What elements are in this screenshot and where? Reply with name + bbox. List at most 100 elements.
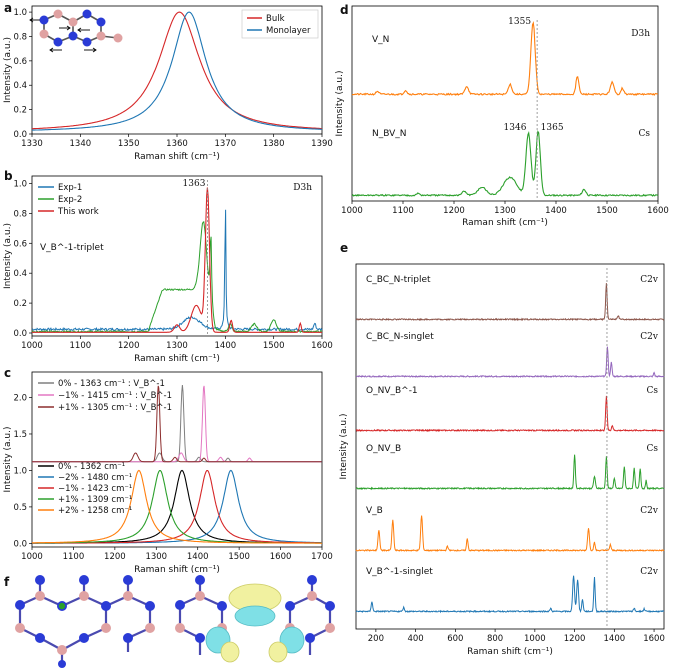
x-tick-label: 1400: [545, 206, 567, 216]
series-label-e-4: V_B: [366, 506, 383, 516]
legend-label: 0% - 1363 cm⁻¹ : V_B^-1: [58, 379, 165, 389]
panel-label-a: a: [4, 1, 12, 15]
peak-annotation: 1363: [183, 179, 206, 189]
y-tick-label: 1.0: [13, 8, 27, 18]
x-tick-label: 1100: [63, 552, 85, 562]
symmetry-label: C2v: [640, 275, 659, 285]
x-tick-label: 1600: [647, 206, 669, 216]
x-tick-label: 200: [368, 634, 384, 644]
y-tick-label: 0.8: [13, 32, 27, 42]
y-tick-label: 0.2: [13, 106, 27, 116]
x-tick-label: 1000: [524, 634, 546, 644]
legend-label: This work: [57, 207, 99, 217]
peak-annotation: 1355: [508, 17, 531, 27]
x-tick-label: 1200: [104, 552, 126, 562]
series-line-vn: [351, 20, 659, 96]
x-tick-label: 1600: [643, 634, 665, 644]
defect-label: V_B^-1-triplet: [40, 243, 104, 253]
x-tick-label: 1500: [263, 341, 285, 351]
legend-label: −1% - 1415 cm⁻¹ : V_B^-1: [58, 391, 172, 401]
series-label-e-5: V_B^-1-singlet: [366, 567, 433, 577]
series-line-nbvn: [351, 130, 659, 198]
series-label-vn: V_N: [372, 35, 389, 45]
x-tick-label: 1300: [494, 206, 516, 216]
series-label-nbvn: N_BV_N: [372, 129, 407, 139]
x-tick-label: 1330: [21, 139, 43, 149]
y-axis-label: Intensity (a.u.): [335, 71, 345, 137]
legend-label: 0% - 1362 cm⁻¹: [58, 462, 125, 472]
x-tick-label: 1100: [392, 206, 414, 216]
legend-label: Exp-2: [58, 195, 82, 205]
x-tick-label: 1340: [70, 139, 92, 149]
y-tick-label: 0.4: [13, 81, 27, 91]
x-tick-label: 1500: [596, 206, 618, 216]
x-axis-label: Raman shift (cm⁻¹): [134, 565, 220, 575]
x-tick-label: 1700: [311, 552, 333, 562]
x-tick-label: 400: [407, 634, 423, 644]
y-axis-label: Intensity (a.u.): [3, 37, 13, 103]
panel-label-b: b: [4, 169, 13, 183]
symmetry-label: Cs: [646, 444, 658, 454]
x-axis-label: Raman shift (cm⁻¹): [462, 218, 548, 228]
x-tick-label: 1380: [263, 139, 285, 149]
series-label-e-1: C_BC_N-singlet: [366, 332, 434, 342]
symmetry-label: Cs: [646, 386, 658, 396]
panel-label-c: c: [4, 366, 11, 380]
y-axis-label: Intensity (a.u.): [3, 427, 13, 493]
symmetry-label: D3h: [293, 183, 312, 193]
legend-label: Bulk: [266, 14, 285, 24]
legend-label: −2% - 1480 cm⁻¹: [58, 473, 132, 483]
y-tick-label: 0.8: [13, 209, 27, 219]
x-tick-label: 1300: [145, 552, 167, 562]
y-tick-label: 0.0: [13, 539, 27, 549]
y-tick-label: 0.4: [13, 269, 27, 279]
y-tick-label: 0.2: [13, 299, 27, 309]
series-line-e-2: [355, 395, 665, 433]
y-tick-label: 0.6: [13, 239, 27, 249]
x-tick-label: 1500: [228, 552, 250, 562]
peak-annotation: 1365: [541, 123, 564, 133]
x-tick-label: 1200: [118, 341, 140, 351]
series-line-e-4: [355, 515, 665, 553]
legend-label: +1% - 1309 cm⁻¹: [58, 495, 132, 505]
x-tick-label: 1400: [215, 341, 237, 351]
x-axis-label: Raman shift (cm⁻¹): [134, 354, 220, 364]
panel-label-f: f: [4, 575, 10, 589]
y-tick-label: 0.0: [13, 329, 27, 339]
x-tick-label: 1000: [21, 341, 43, 351]
x-axis-label: Raman shift (cm⁻¹): [467, 647, 553, 657]
series-line-lower-4: [32, 469, 322, 544]
defect-structure-f: [15, 575, 335, 668]
y-tick-label: 0.0: [13, 130, 27, 140]
x-tick-label: 1400: [604, 634, 626, 644]
x-tick-label: 1200: [443, 206, 465, 216]
panel-c: 1000 1100 1200 1300 1400 1500 1600 1700 0.0 0.5 1.…: [3, 371, 333, 575]
legend-label: +2% - 1258 cm⁻¹: [58, 506, 132, 516]
plot-frame: [31, 371, 323, 548]
symmetry-label: Cs: [638, 129, 650, 139]
y-tick-label: 0.6: [13, 57, 27, 67]
x-tick-label: 1360: [166, 139, 188, 149]
plot-frame: [355, 263, 665, 630]
x-tick-label: 1300: [166, 341, 188, 351]
x-tick-label: 600: [447, 634, 463, 644]
y-tick-label: 1.0: [13, 466, 27, 476]
symmetry-label: C2v: [640, 332, 659, 342]
series-line-e-3: [355, 454, 665, 491]
series-line-exp-1: [31, 209, 323, 332]
panel-label-d: d: [340, 3, 349, 17]
legend-label: −1% - 1423 cm⁻¹: [58, 484, 132, 494]
x-tick-label: 1200: [564, 634, 586, 644]
y-tick-label: 0.5: [13, 503, 27, 513]
panel-a: 1330 1340 1350 1360 1370 1380 1390 0.0 0.2 0.4 0.6…: [3, 5, 333, 162]
legend-label: +1% - 1305 cm⁻¹ : V_B^-1: [58, 403, 172, 413]
x-tick-label: 1100: [70, 341, 92, 351]
series-label-e-2: O_NV_B^-1: [366, 386, 418, 396]
y-axis-label: Intensity (a.u.): [3, 223, 13, 289]
y-tick-label: 1.5: [13, 430, 27, 440]
x-tick-label: 1600: [270, 552, 292, 562]
x-tick-label: 800: [487, 634, 503, 644]
series-line-upper-2: [32, 385, 322, 463]
legend-box: [241, 9, 319, 39]
